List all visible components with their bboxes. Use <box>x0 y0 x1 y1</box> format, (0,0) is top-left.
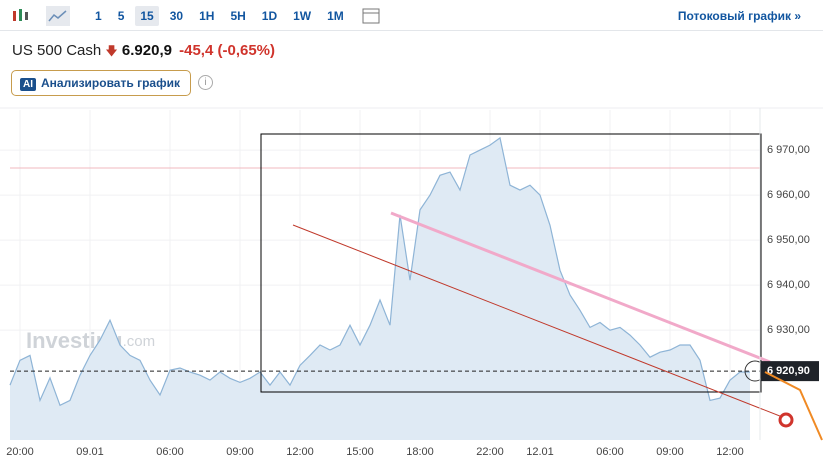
x-tick-label: 22:00 <box>476 446 504 458</box>
y-tick-label: 6 930,00 <box>767 324 810 336</box>
orange-arrow <box>764 371 823 441</box>
y-tick-label: 6 950,00 <box>767 234 810 246</box>
x-tick-label: 12:00 <box>286 446 314 458</box>
interval-button[interactable]: 1W <box>293 9 312 23</box>
y-tick-label: 6 970,00 <box>767 144 810 156</box>
x-tick-label: 06:00 <box>596 446 624 458</box>
table-icon[interactable] <box>361 7 381 25</box>
interval-button[interactable]: 15 <box>135 6 159 26</box>
x-tick-label: 09:00 <box>226 446 254 458</box>
candle-icon[interactable] <box>10 6 30 26</box>
ai-badge: AI <box>20 78 36 91</box>
interval-button[interactable]: 1 <box>95 9 102 23</box>
area-icon[interactable] <box>46 6 70 26</box>
info-icon[interactable]: i <box>198 75 213 90</box>
ai-label: Анализировать график <box>41 76 180 90</box>
x-tick-label: 18:00 <box>406 446 434 458</box>
x-tick-label: 06:00 <box>156 446 184 458</box>
symbol: US 500 Cash <box>12 42 102 59</box>
x-tick-label: 12:00 <box>716 446 744 458</box>
quote: US 500 Cash 🡇 6.920,9 -45,4 (-0,65%) <box>12 42 276 59</box>
toolbar: 1 5 15 30 1H 5H 1D 1W 1M Потоковый график » <box>0 0 823 31</box>
ai-button[interactable]: AI Анализировать график <box>11 70 191 96</box>
stream-link[interactable]: Потоковый график » <box>677 9 801 23</box>
change-pct: (-0,65%) <box>217 42 276 59</box>
x-tick-label: 12.01 <box>526 446 554 458</box>
x-tick-label: 20:00 <box>6 446 34 458</box>
x-tick-label: 15:00 <box>346 446 374 458</box>
change: -45,4 <box>179 42 214 59</box>
last-price-box <box>761 361 819 382</box>
interval-button[interactable]: 1H <box>199 9 215 23</box>
y-tick-label: 6 940,00 <box>767 279 810 291</box>
alert-icon[interactable] <box>778 412 794 428</box>
price-line <box>9 136 750 407</box>
interval-button[interactable]: 1D <box>261 9 278 23</box>
drawn-rectangle <box>260 133 762 393</box>
last-price-label: 6 920,90 <box>767 365 810 377</box>
watermark: Investing.com <box>26 328 155 353</box>
interval-button[interactable]: 5 <box>117 9 125 23</box>
x-tick-label: 09.01 <box>76 446 104 458</box>
area-fill <box>10 137 750 440</box>
intervals: 1 5 15 30 1H 5H 1D 1W 1M <box>90 6 349 26</box>
interval-button[interactable]: 30 <box>169 9 184 23</box>
pink-trend-line <box>390 211 771 364</box>
interval-button[interactable]: 5H <box>230 9 246 23</box>
x-tick-label: 09:00 <box>656 446 684 458</box>
interval-button[interactable]: 1M <box>327 9 344 23</box>
y-tick-label: 6 960,00 <box>767 189 810 201</box>
trend-line <box>292 224 791 421</box>
price: 6.920,9 <box>121 42 172 59</box>
